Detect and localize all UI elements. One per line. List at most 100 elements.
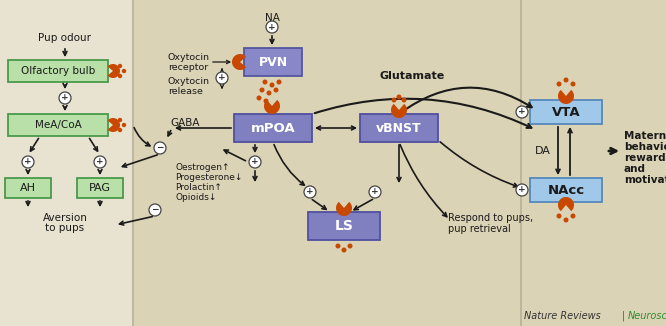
Bar <box>234 114 312 142</box>
Text: +: + <box>518 108 526 116</box>
Text: Oxytocin: Oxytocin <box>168 78 210 86</box>
Circle shape <box>266 91 272 96</box>
Text: Olfactory bulb: Olfactory bulb <box>21 66 95 76</box>
Text: rewarding: rewarding <box>624 153 666 163</box>
Circle shape <box>249 156 261 168</box>
Text: behaviour:: behaviour: <box>624 142 666 152</box>
Circle shape <box>369 186 381 198</box>
Bar <box>530 178 602 202</box>
Text: +: + <box>61 94 69 102</box>
Circle shape <box>149 204 161 216</box>
Text: +: + <box>518 185 526 195</box>
Circle shape <box>571 214 575 218</box>
Circle shape <box>118 64 122 68</box>
Text: motivation: motivation <box>624 175 666 185</box>
Text: Neuroscience: Neuroscience <box>628 311 666 321</box>
Bar <box>521 0 666 326</box>
Text: +: + <box>268 22 276 32</box>
Bar <box>133 0 521 326</box>
Text: mPOA: mPOA <box>250 122 295 135</box>
Circle shape <box>216 72 228 84</box>
Circle shape <box>557 82 561 86</box>
Text: +: + <box>218 73 226 82</box>
Wedge shape <box>264 100 280 114</box>
Text: AH: AH <box>20 183 36 193</box>
Circle shape <box>342 247 346 253</box>
Circle shape <box>22 156 34 168</box>
Text: +: + <box>96 157 104 167</box>
Circle shape <box>264 98 268 103</box>
Text: Aversion: Aversion <box>43 213 87 223</box>
Bar <box>360 114 438 142</box>
Text: and: and <box>624 164 646 174</box>
Wedge shape <box>558 90 574 104</box>
Text: Oxytocin: Oxytocin <box>168 53 210 63</box>
Circle shape <box>396 95 402 99</box>
Bar <box>5 178 51 198</box>
Circle shape <box>122 69 126 73</box>
Circle shape <box>59 92 71 104</box>
Text: PVN: PVN <box>258 55 288 68</box>
Text: Glutamate: Glutamate <box>380 71 445 81</box>
Text: LS: LS <box>334 219 354 233</box>
Text: pup retrieval: pup retrieval <box>448 224 511 234</box>
Text: +: + <box>371 187 379 197</box>
Circle shape <box>348 244 352 248</box>
Bar <box>244 48 302 76</box>
Circle shape <box>274 87 278 93</box>
Text: Opioids↓: Opioids↓ <box>175 194 216 202</box>
Circle shape <box>118 74 122 78</box>
Circle shape <box>262 80 268 84</box>
Text: Oestrogen↑: Oestrogen↑ <box>175 164 230 172</box>
Text: Respond to pups,: Respond to pups, <box>448 213 533 223</box>
Circle shape <box>118 128 122 132</box>
Text: MeA/CoA: MeA/CoA <box>35 120 81 130</box>
Text: vBNST: vBNST <box>376 122 422 135</box>
Circle shape <box>154 142 166 154</box>
Bar <box>77 178 123 198</box>
Text: NA: NA <box>264 13 280 23</box>
Text: release: release <box>168 86 203 96</box>
Circle shape <box>402 97 406 102</box>
Text: VTA: VTA <box>551 106 580 118</box>
Circle shape <box>266 21 278 33</box>
Text: DA: DA <box>535 146 551 156</box>
Text: +: + <box>306 187 314 197</box>
Wedge shape <box>558 197 574 211</box>
Circle shape <box>118 118 122 122</box>
Text: +: + <box>24 157 32 167</box>
Bar <box>0 0 133 326</box>
Text: receptor: receptor <box>168 63 208 71</box>
Bar <box>530 100 602 124</box>
Text: Pup odour: Pup odour <box>39 33 91 43</box>
Text: +: + <box>251 157 259 167</box>
Text: GABA: GABA <box>170 118 200 128</box>
Wedge shape <box>336 202 352 216</box>
Text: |: | <box>622 311 629 321</box>
Circle shape <box>256 96 262 100</box>
Bar <box>8 60 108 82</box>
Circle shape <box>304 186 316 198</box>
Circle shape <box>571 82 575 86</box>
Circle shape <box>563 78 569 82</box>
Text: −: − <box>151 205 159 215</box>
Text: NAcc: NAcc <box>547 184 585 197</box>
Bar <box>308 212 380 240</box>
Circle shape <box>260 87 264 93</box>
Bar <box>8 114 108 136</box>
Text: PAG: PAG <box>89 183 111 193</box>
Wedge shape <box>108 64 120 78</box>
Circle shape <box>276 80 282 84</box>
Circle shape <box>270 82 274 87</box>
Text: Maternal: Maternal <box>624 131 666 141</box>
Circle shape <box>516 106 528 118</box>
Text: Nature Reviews: Nature Reviews <box>524 311 601 321</box>
Wedge shape <box>232 54 246 70</box>
Circle shape <box>557 214 561 218</box>
Text: −: − <box>157 143 164 153</box>
Circle shape <box>94 156 106 168</box>
Circle shape <box>336 244 340 248</box>
Text: to pups: to pups <box>45 223 85 233</box>
Text: Progesterone↓: Progesterone↓ <box>175 173 242 183</box>
Text: Prolactin↑: Prolactin↑ <box>175 184 222 192</box>
